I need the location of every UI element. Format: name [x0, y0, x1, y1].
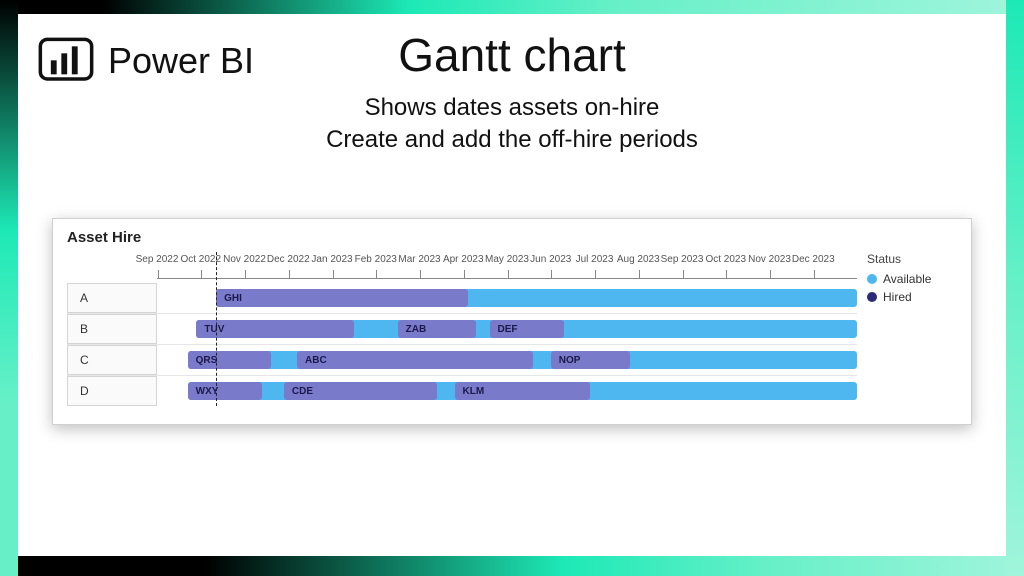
axis-tick-label: Oct 2023 [705, 254, 746, 265]
axis-tick-label: Jul 2023 [576, 254, 614, 265]
page-subtitle: Shows dates assets on-hire Create and ad… [18, 92, 1006, 157]
legend-swatch [867, 274, 877, 284]
axis-tick-mark [158, 270, 159, 278]
axis-tick-mark [683, 270, 684, 278]
axis-tick-mark [333, 270, 334, 278]
legend-items: Available Hired [867, 272, 957, 304]
axis-tick-label: May 2023 [485, 254, 529, 265]
axis-tick-label: Sep 2022 [136, 254, 179, 265]
axis-tick-mark [726, 270, 727, 278]
axis-tick-label: Nov 2022 [223, 254, 266, 265]
gantt-bar-hired: WXY [188, 382, 262, 400]
decor-border-top [0, 0, 1024, 14]
gantt-bar-hired: KLM [455, 382, 591, 400]
row-track: TUV ZAB DEF [157, 314, 857, 344]
axis-tick-mark [639, 270, 640, 278]
row-track: GHI [157, 283, 857, 313]
gantt-bar-hired: ABC [297, 351, 533, 369]
x-axis: Sep 2022Oct 2022Nov 2022Dec 2022Jan 2023… [157, 252, 857, 279]
axis-tick-mark [376, 270, 377, 278]
chart-body: Sep 2022Oct 2022Nov 2022Dec 2022Jan 2023… [67, 252, 957, 406]
decor-border-bottom [0, 556, 1024, 576]
row-label: D [67, 376, 157, 406]
axis-tick-label: Jan 2023 [311, 254, 352, 265]
row-label: C [67, 345, 157, 375]
axis-tick-label: Jun 2023 [530, 254, 571, 265]
content-area: Power BI Gantt chart Shows dates assets … [18, 14, 1006, 556]
axis-tick-label: Dec 2022 [267, 254, 310, 265]
row-track: QRS ABC NOP [157, 345, 857, 375]
gantt-bar-hired: QRS [188, 351, 271, 369]
gantt-row: C QRS ABC NOP [67, 344, 857, 375]
gantt-chart-card: Asset Hire Sep 2022Oct 2022Nov 2022Dec 2… [52, 218, 972, 425]
legend-item: Available [867, 272, 957, 286]
axis-tick-label: Sep 2023 [661, 254, 704, 265]
axis-tick-label: Mar 2023 [398, 254, 440, 265]
axis-tick-label: Feb 2023 [355, 254, 397, 265]
gantt-bar-hired: TUV [196, 320, 354, 338]
brand-text: Power BI [108, 40, 254, 82]
gantt-bar-hired: DEF [490, 320, 564, 338]
axis-tick-label: Apr 2023 [443, 254, 484, 265]
axis-tick-label: Nov 2023 [748, 254, 791, 265]
axis-tick-mark [201, 270, 202, 278]
legend-swatch [867, 292, 877, 302]
legend-label: Available [883, 272, 931, 286]
row-track: WXY CDE KLM [157, 376, 857, 406]
legend: Status Available Hired [867, 252, 957, 406]
gantt-rows: A GHI B TUV ZAB DEF C QRS ABC NOP D WXY CDE KLM [67, 283, 857, 406]
axis-tick-mark [508, 270, 509, 278]
axis-tick-mark [770, 270, 771, 278]
gantt-row: A GHI [67, 283, 857, 313]
axis-tick-label: Aug 2023 [617, 254, 660, 265]
row-label: A [67, 283, 157, 313]
axis-tick-mark [814, 270, 815, 278]
gantt-bar-hired: ZAB [398, 320, 477, 338]
today-marker-line [216, 252, 217, 406]
axis-tick-label: Oct 2022 [180, 254, 221, 265]
decor-border-left [0, 0, 18, 576]
gantt-bar-hired: GHI [216, 289, 468, 307]
axis-tick-mark [551, 270, 552, 278]
axis-tick-mark [595, 270, 596, 278]
plot-area: Sep 2022Oct 2022Nov 2022Dec 2022Jan 2023… [67, 252, 857, 406]
axis-tick-mark [420, 270, 421, 278]
chart-title: Asset Hire [67, 229, 957, 246]
row-label: B [67, 314, 157, 344]
gantt-row: B TUV ZAB DEF [67, 313, 857, 344]
slide-frame: Power BI Gantt chart Shows dates assets … [0, 0, 1024, 576]
legend-label: Hired [883, 290, 912, 304]
subtitle-line-2: Create and add the off-hire periods [18, 124, 1006, 156]
brand-row: Power BI [38, 30, 254, 91]
axis-tick-mark [464, 270, 465, 278]
power-bi-logo-icon [38, 30, 94, 91]
axis-tick-mark [245, 270, 246, 278]
gantt-row: D WXY CDE KLM [67, 375, 857, 406]
legend-item: Hired [867, 290, 957, 304]
axis-tick-mark [289, 270, 290, 278]
decor-border-right [1006, 0, 1024, 576]
gantt-bar-hired: CDE [284, 382, 437, 400]
gantt-bar-hired: NOP [551, 351, 630, 369]
axis-tick-label: Dec 2023 [792, 254, 835, 265]
subtitle-line-1: Shows dates assets on-hire [18, 92, 1006, 124]
legend-title: Status [867, 252, 957, 266]
